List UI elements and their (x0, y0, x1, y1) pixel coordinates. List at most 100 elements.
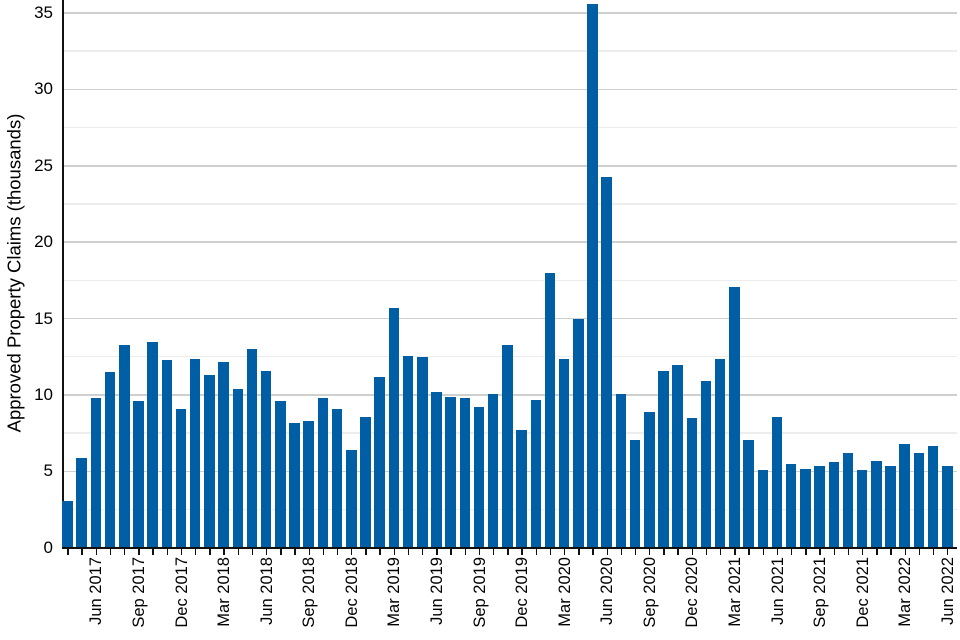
plot-area (61, 0, 957, 549)
y-tick-label: 10 (34, 384, 53, 404)
x-tick (762, 549, 764, 555)
bar (445, 396, 456, 547)
x-tick (450, 549, 452, 555)
bar (558, 358, 570, 547)
x-tick (336, 549, 339, 555)
x-tick-label: Dec 2020 (683, 557, 702, 628)
x-tick-label: Dec 2018 (342, 557, 361, 628)
bar (672, 364, 683, 547)
x-tick (805, 549, 807, 555)
bar (275, 401, 286, 547)
bar (147, 341, 158, 547)
bar (289, 422, 300, 547)
bar (459, 398, 471, 547)
bar (189, 358, 201, 547)
x-tick (620, 549, 623, 555)
x-tick (265, 549, 268, 555)
bar (587, 4, 598, 547)
bar (573, 318, 584, 547)
x-tick (904, 549, 906, 555)
x-tick (109, 549, 112, 555)
bar (260, 370, 272, 547)
major-gridline (63, 164, 957, 167)
x-tick-label: Jun 2022 (938, 557, 957, 625)
y-tick-label: 0 (43, 537, 53, 557)
major-gridline (63, 12, 957, 14)
major-gridline (63, 241, 957, 243)
x-tick (322, 549, 325, 555)
y-tick-label: 30 (34, 79, 53, 99)
bar (331, 408, 343, 547)
x-tick (549, 549, 552, 555)
minor-gridline (63, 203, 957, 205)
x-tick (180, 549, 183, 555)
bar (800, 468, 811, 547)
bar (771, 416, 783, 547)
x-tick-label: Mar 2019 (385, 557, 404, 627)
x-tick-label: Jun 2021 (768, 557, 787, 625)
bar (402, 355, 414, 547)
x-tick-label: Mar 2022 (896, 557, 915, 627)
x-tick-label: Mar 2018 (215, 557, 234, 627)
bar (601, 176, 612, 547)
bar (828, 462, 839, 547)
bar (856, 470, 868, 547)
x-tick (833, 549, 835, 555)
bar (360, 416, 371, 547)
x-tick-label: Jun 2018 (257, 557, 276, 625)
bar (885, 465, 896, 547)
x-tick (691, 549, 694, 555)
bar (516, 430, 527, 547)
bar (232, 389, 244, 547)
x-tick-label: Sep 2017 (129, 557, 148, 628)
bar (346, 450, 357, 547)
bar (388, 308, 400, 547)
x-tick (124, 549, 126, 555)
y-tick-label: 25 (34, 155, 53, 175)
bar (161, 360, 173, 547)
x-tick (606, 549, 608, 555)
bar (615, 393, 627, 547)
x-tick-label: Jun 2017 (87, 557, 106, 625)
x-tick (890, 549, 892, 555)
bar (133, 401, 144, 547)
bar (757, 470, 769, 547)
minor-gridline (63, 126, 957, 129)
x-tick (705, 549, 708, 555)
bar (62, 500, 73, 547)
x-tick (280, 549, 282, 555)
x-tick (776, 549, 779, 555)
x-tick (819, 549, 821, 555)
bar (629, 439, 641, 547)
major-gridline (63, 88, 957, 91)
bar (317, 398, 329, 547)
bar (218, 361, 229, 547)
x-tick (507, 549, 509, 555)
bar (942, 465, 953, 547)
minor-gridline (63, 50, 957, 52)
bar (502, 344, 513, 547)
x-tick (365, 549, 367, 555)
bar (714, 358, 726, 547)
x-tick (152, 549, 154, 555)
x-tick (464, 549, 466, 555)
x-tick (521, 549, 523, 555)
x-tick-label: Jun 2019 (427, 557, 446, 625)
bar (871, 460, 882, 547)
x-tick (847, 549, 850, 555)
x-tick (209, 549, 211, 555)
bar (729, 286, 740, 547)
x-tick (947, 549, 949, 555)
x-tick (535, 549, 537, 555)
bar (785, 464, 797, 547)
x-tick (663, 549, 665, 555)
x-tick (493, 549, 495, 555)
x-tick-label: Dec 2019 (513, 557, 532, 628)
bar (374, 376, 385, 547)
x-tick (95, 549, 98, 555)
bar (417, 357, 428, 547)
bar (899, 444, 910, 547)
x-tick (351, 549, 353, 555)
bar (90, 398, 102, 547)
x-tick (649, 549, 651, 555)
